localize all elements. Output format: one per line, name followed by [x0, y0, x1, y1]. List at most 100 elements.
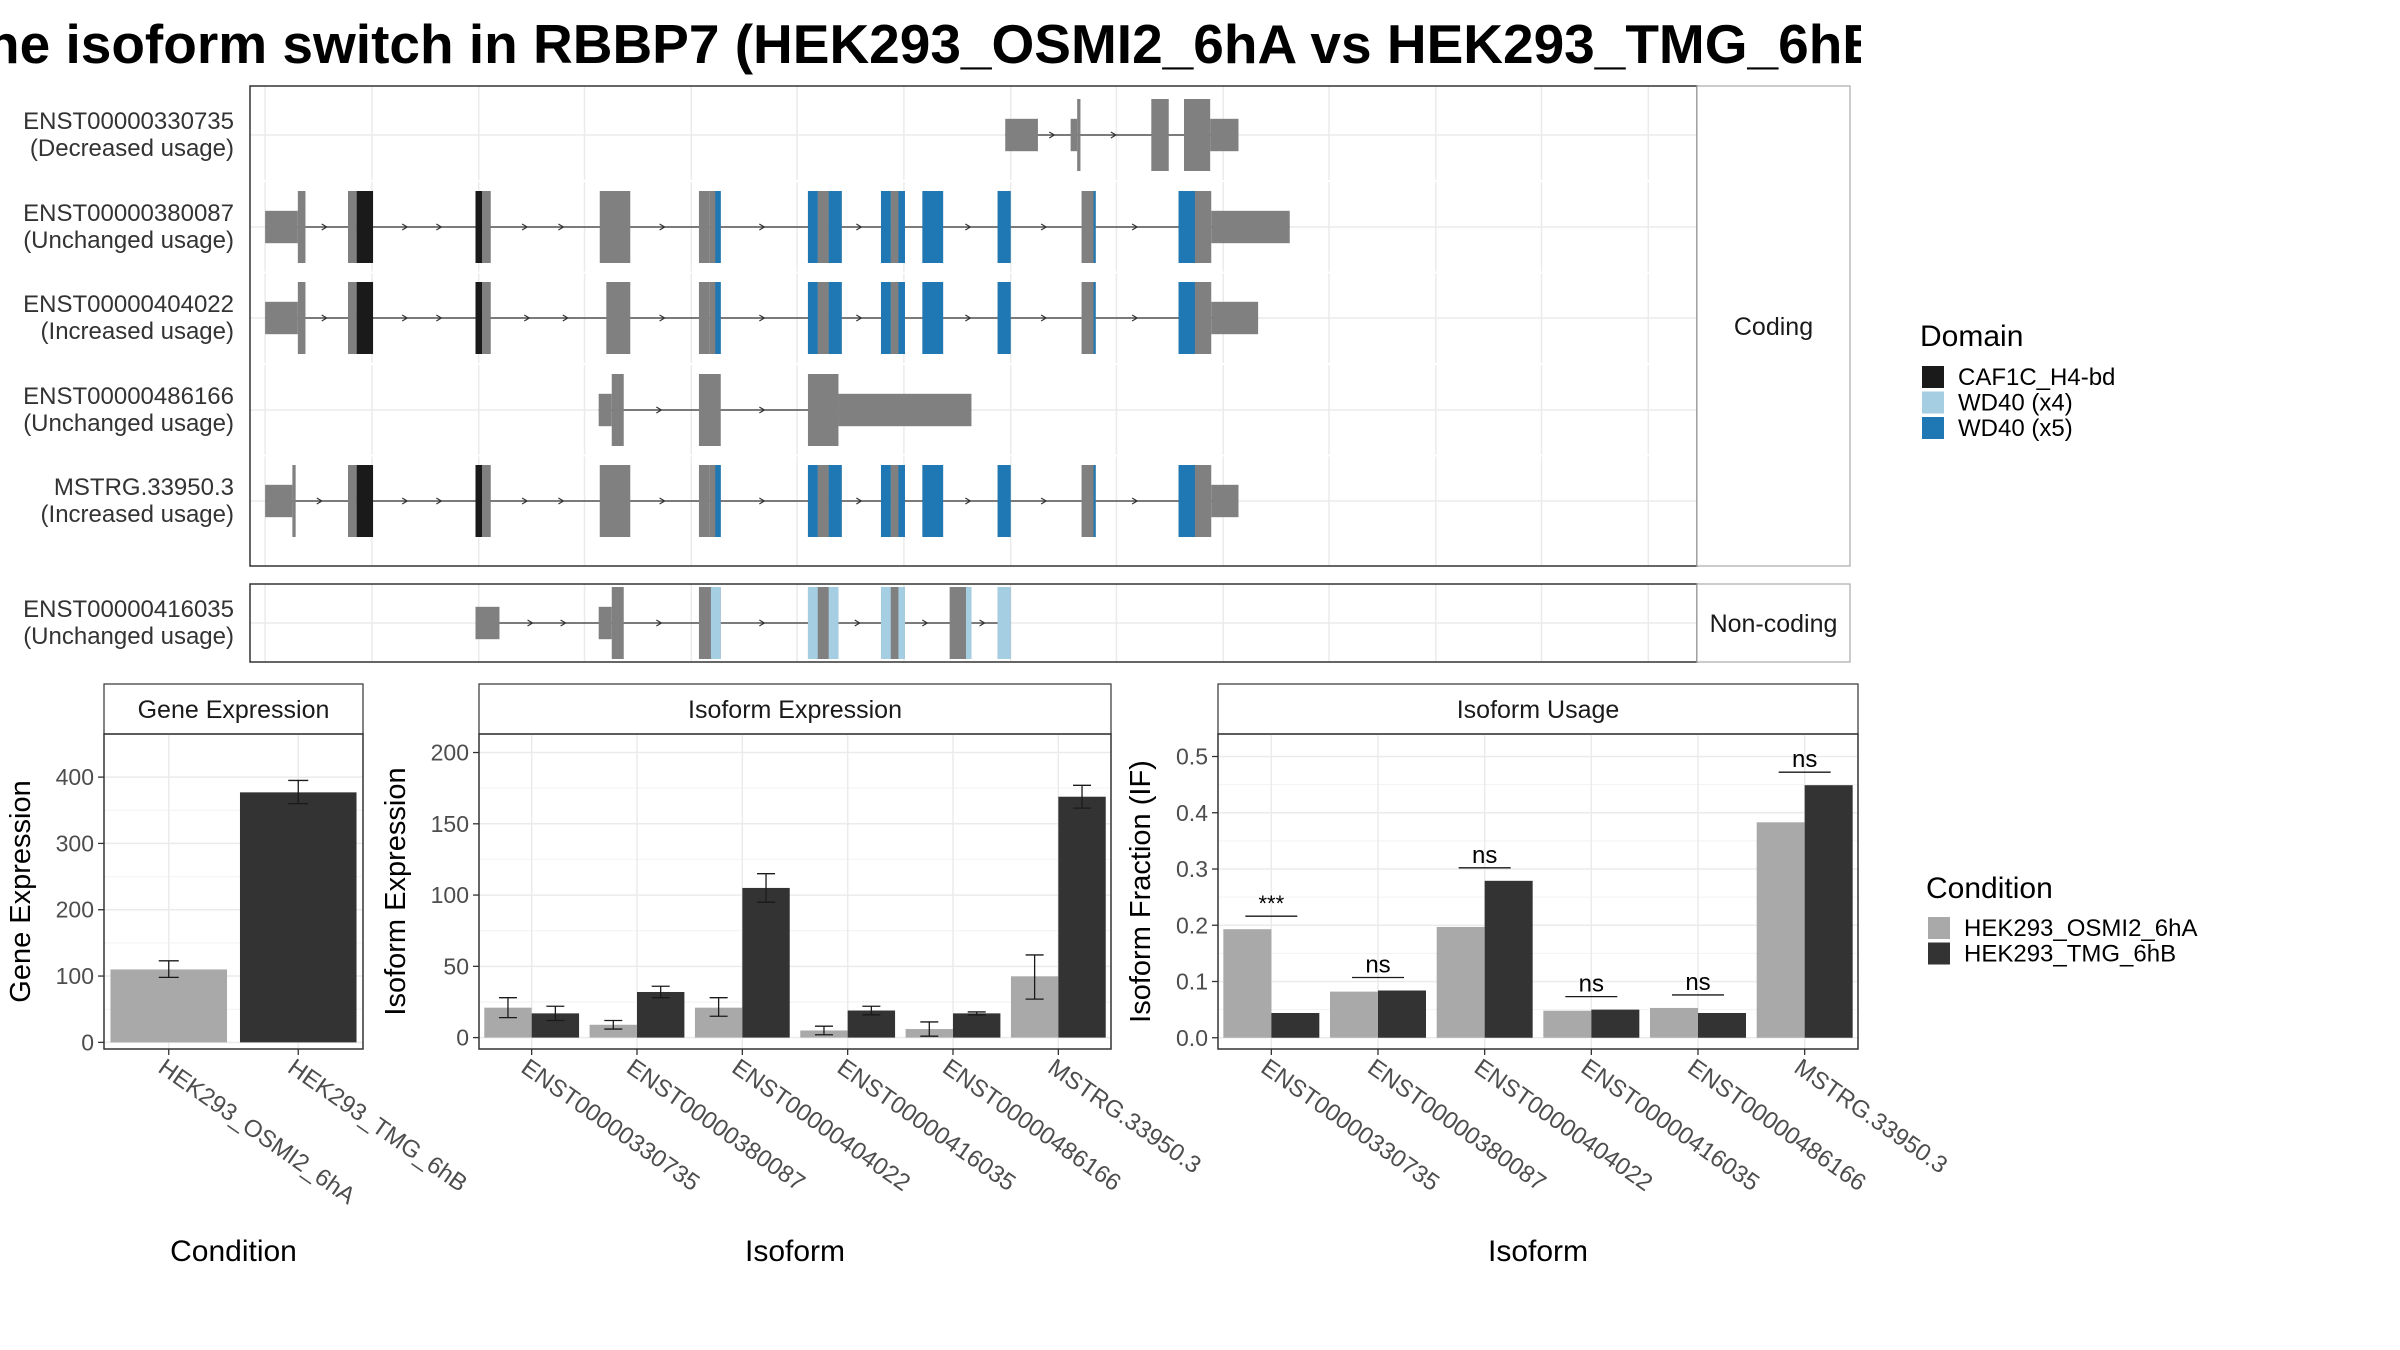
transcript-usage-label: (Decreased usage) — [30, 135, 234, 162]
transcript-id-label: ENST00000380087 — [23, 200, 234, 227]
exon-block — [817, 465, 829, 537]
y-tick-label: 0.0 — [1176, 1025, 1208, 1051]
isoform-structure-plot: ENST00000330735(Decreased usage) ENST0000… — [23, 85, 1851, 663]
domain-block — [807, 465, 818, 537]
exon-block — [482, 465, 491, 537]
transcript-usage-label: (Unchanged usage) — [23, 227, 234, 254]
domain-block — [1178, 282, 1195, 354]
domain-block — [1178, 465, 1195, 537]
x-tick-label: ENST00000380087 — [1363, 1054, 1551, 1197]
transcript-usage-label: (Increased usage) — [41, 318, 234, 345]
transcript-usage-label: (Increased usage) — [41, 501, 234, 528]
direction-arrow — [856, 497, 863, 505]
domain-block — [356, 191, 374, 263]
domain-legend-swatch — [1922, 417, 1944, 439]
direction-arrow — [1131, 223, 1139, 231]
bar-ENST00000404022 — [742, 887, 790, 1038]
significance-label: ns — [1365, 952, 1390, 979]
exon-block — [1070, 118, 1078, 152]
domain-block — [997, 191, 1011, 263]
domain-block — [807, 587, 818, 659]
domain-block — [475, 191, 483, 263]
direction-arrow — [523, 314, 531, 322]
y-axis-title: Isoform Expression — [380, 767, 412, 1015]
exon-block — [838, 393, 972, 427]
domain-block — [715, 465, 721, 537]
exon-block — [1081, 191, 1096, 263]
bar-MSTRG.33950.3 — [1058, 796, 1106, 1038]
domain-block — [710, 587, 721, 659]
exon-block — [1184, 99, 1211, 171]
direction-arrow — [560, 619, 567, 627]
panel-strip — [1217, 683, 1859, 735]
domain-block — [997, 282, 1011, 354]
exon-block — [1151, 99, 1169, 171]
x-tick-label: ENST00000486166 — [1683, 1054, 1871, 1197]
direction-arrow — [321, 314, 328, 322]
transcript-ENST00000416035 — [475, 587, 1011, 659]
direction-arrow — [759, 314, 766, 322]
bar-ENST00000380087 — [1330, 991, 1378, 1038]
domain-block — [356, 465, 374, 537]
direction-arrow — [659, 314, 666, 322]
y-tick-label: 0.1 — [1176, 969, 1208, 995]
exon-block — [698, 191, 710, 263]
direction-arrow — [321, 223, 328, 231]
exon-block — [1211, 301, 1259, 335]
panel-title: Isoform Expression — [688, 696, 902, 724]
y-tick-label: 150 — [431, 811, 469, 837]
significance-label: ns — [1579, 971, 1604, 998]
domain-legend-label: CAF1C_H4-bd — [1958, 364, 2115, 391]
y-tick-label: 50 — [443, 953, 469, 979]
bar-ENST00000486166 — [1650, 1007, 1698, 1038]
condition-legend-swatch — [1928, 942, 1950, 965]
transcript-usage-label: (Unchanged usage) — [23, 623, 234, 650]
domain-legend-label: WD40 (x5) — [1958, 415, 2073, 442]
y-tick-label: 200 — [56, 897, 94, 923]
direction-arrow — [401, 223, 409, 231]
condition-legend-swatch — [1928, 917, 1950, 939]
panel-title: Isoform Usage — [1457, 696, 1620, 724]
direction-arrow — [965, 314, 972, 322]
domain-block — [1093, 465, 1096, 537]
isoform-usage-panel: Isoform Usage *** ns ns ns ns ns 0.0 0.1 0.2 0.3 0.… — [1125, 683, 1952, 1268]
direction-arrow — [401, 497, 409, 505]
exon-block — [347, 191, 357, 263]
direction-arrow — [436, 223, 443, 231]
transcript-ENST00000404022 — [265, 282, 1259, 354]
transcript-id-label: MSTRG.33950.3 — [54, 474, 234, 501]
bar-HEK293_OSMI2_6hA — [110, 969, 228, 1043]
bar-ENST00000404022 — [1436, 926, 1485, 1038]
direction-arrow — [527, 619, 534, 627]
direction-arrow — [854, 619, 861, 627]
transcript-ENST00000330735 — [1005, 99, 1239, 171]
domain-block — [356, 282, 374, 354]
exon-block — [292, 465, 296, 537]
exon-block — [598, 606, 612, 640]
exon-block — [698, 465, 710, 537]
exon-block — [1210, 118, 1239, 152]
exon-block — [1077, 99, 1081, 171]
y-axis-title: Gene Expression — [5, 780, 37, 1002]
direction-arrow — [759, 406, 766, 414]
y-axis-title: Isoform Fraction (IF) — [1125, 760, 1157, 1023]
significance-label: ns — [1472, 842, 1497, 869]
exon-block — [297, 282, 306, 354]
structure-panel-bg — [250, 86, 1697, 566]
domain-block — [880, 587, 891, 659]
domain-block — [1093, 282, 1096, 354]
exon-block — [698, 374, 721, 446]
x-tick-label: ENST00000416035 — [1576, 1054, 1764, 1197]
bar-MSTRG.33950.3 — [1756, 822, 1805, 1038]
exon-block — [475, 606, 500, 640]
strip-coding — [1696, 85, 1851, 567]
x-axis-title: Isoform — [1488, 1235, 1588, 1268]
domain-block — [715, 191, 721, 263]
domain-block — [922, 191, 944, 263]
y-tick-label: 0.4 — [1176, 800, 1208, 826]
exon-block — [1211, 210, 1290, 244]
transcript-id-label: ENST00000416035 — [23, 596, 234, 623]
transcript-usage-label: (Unchanged usage) — [23, 410, 234, 437]
